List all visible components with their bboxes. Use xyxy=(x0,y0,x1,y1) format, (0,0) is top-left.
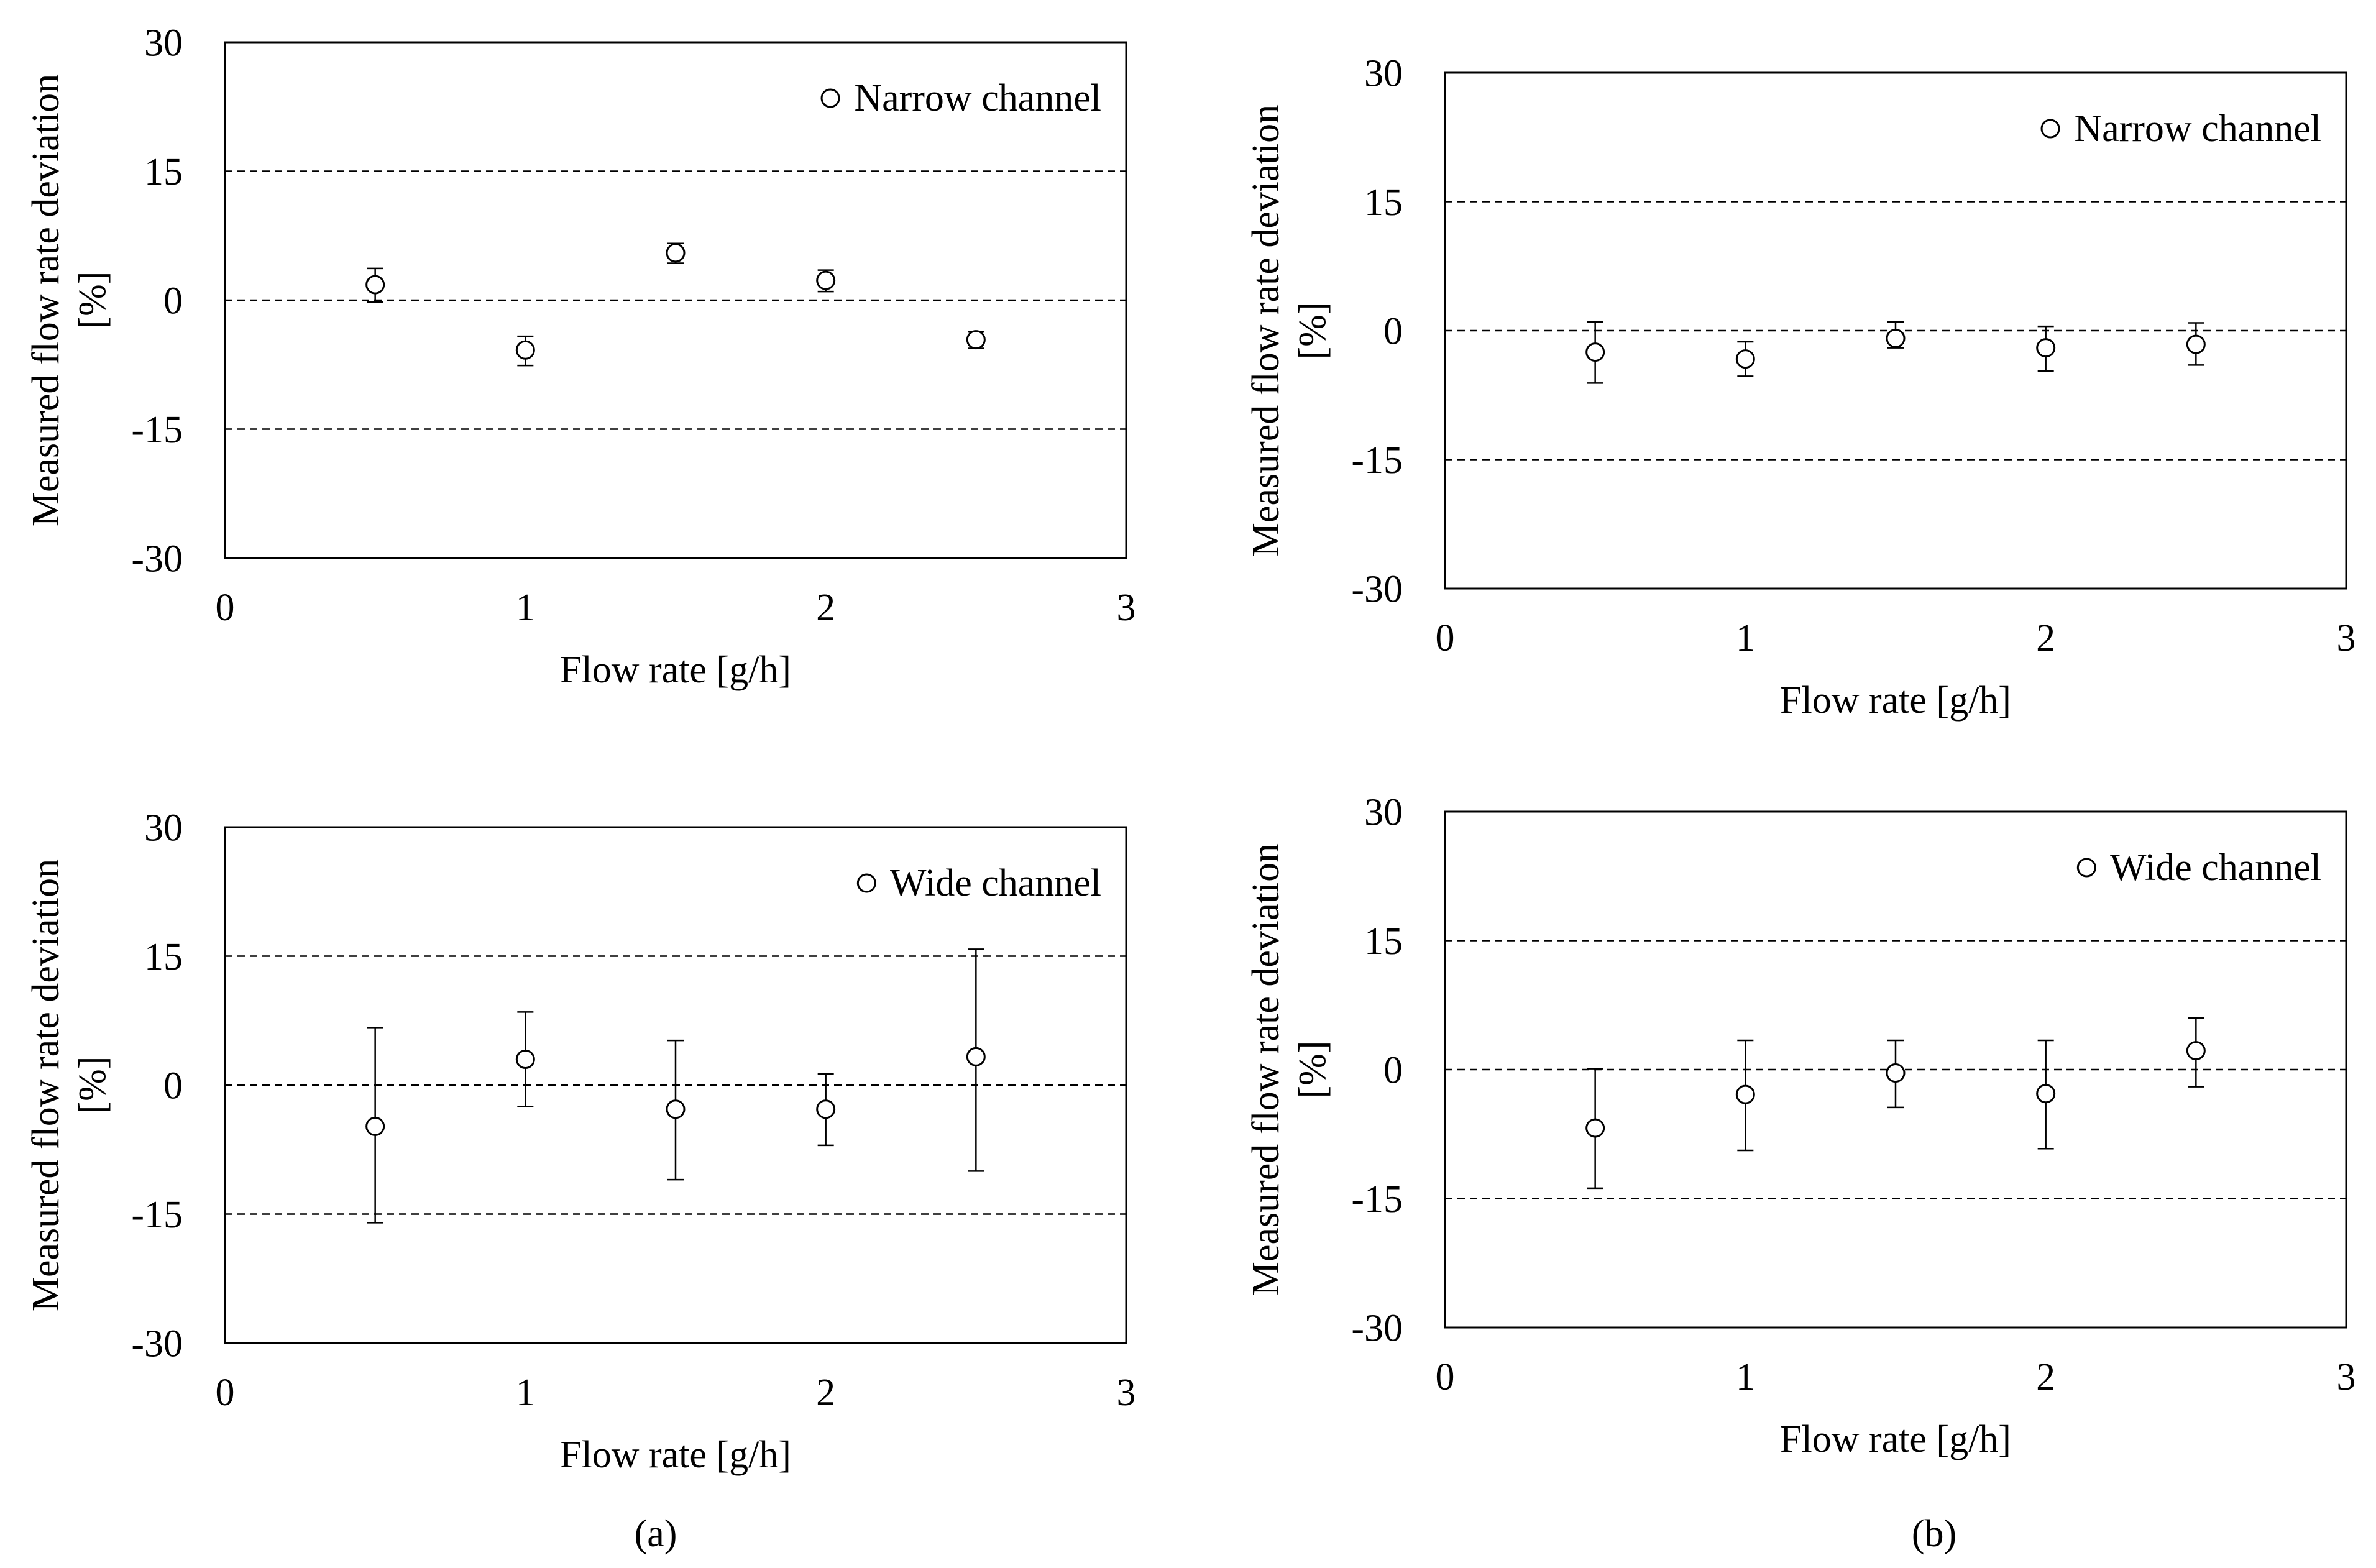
data-point xyxy=(2186,334,2206,354)
x-axis-label: Flow rate [g/h] xyxy=(1780,679,2011,722)
y-tick-label: -15 xyxy=(131,409,183,451)
x-tick-label: 1 xyxy=(1736,1356,1755,1398)
y-tick-label: -30 xyxy=(1351,1308,1403,1350)
data-point xyxy=(1735,1084,1755,1104)
x-tick-label: 2 xyxy=(816,587,835,629)
data-point xyxy=(1585,1118,1605,1138)
y-axis-label-line1: Measured flow rate deviation xyxy=(25,74,67,526)
data-point xyxy=(816,270,836,290)
legend-marker xyxy=(2076,858,2096,878)
x-tick-label: 2 xyxy=(2036,1356,2055,1398)
y-tick-label: 15 xyxy=(144,151,183,193)
legend-marker xyxy=(856,873,876,893)
y-tick-label: 15 xyxy=(1364,181,1403,224)
y-axis-label: Measured flow rate deviation [%] xyxy=(1245,104,1334,557)
y-tick-label: 30 xyxy=(1364,792,1403,834)
x-tick-label: 1 xyxy=(516,1372,535,1414)
y-axis-label-line2: [%] xyxy=(1291,1041,1334,1099)
x-tick-label: 0 xyxy=(216,1372,235,1414)
panel-b-narrow-channel: 30 15 0 -15 -30 0 1 2 3 Flow rate [g/h] Measured f… xyxy=(1245,53,2356,722)
y-tick-label: 0 xyxy=(1383,1050,1403,1092)
y-tick-label: -30 xyxy=(1351,569,1403,611)
y-axis-label: Measured flow rate deviation [%] xyxy=(25,74,114,526)
y-tick-label: 15 xyxy=(1364,920,1403,963)
data-point xyxy=(365,275,385,295)
data-point xyxy=(816,1099,836,1119)
y-axis-label: Measured flow rate deviation [%] xyxy=(25,859,114,1311)
x-tick-label: 3 xyxy=(2337,1356,2356,1398)
data-point xyxy=(365,1116,385,1136)
x-axis-label: Flow rate [g/h] xyxy=(560,649,791,691)
data-point xyxy=(1886,1063,1906,1083)
legend-label: Narrow channel xyxy=(2074,108,2321,150)
legend-marker xyxy=(820,88,840,108)
y-axis-label-line1: Measured flow rate deviation xyxy=(1245,843,1287,1296)
y-axis-label-line2: [%] xyxy=(1291,302,1334,360)
y-tick-label: -15 xyxy=(1351,439,1403,482)
x-tick-label: 1 xyxy=(1736,617,1755,659)
legend-marker xyxy=(2040,119,2060,139)
legend-label: Wide channel xyxy=(2110,846,2321,889)
panel-a-narrow-channel: 30 15 0 -15 -30 0 1 2 3 Flow rate [g/h] Measured f… xyxy=(25,22,1136,691)
y-tick-label: 15 xyxy=(144,936,183,978)
y-axis-label-line2: [%] xyxy=(71,1057,114,1114)
data-point xyxy=(2036,1084,2056,1104)
y-tick-label: 0 xyxy=(163,280,183,323)
y-tick-label: -30 xyxy=(131,1323,183,1365)
legend-label: Wide channel xyxy=(890,862,1101,904)
data-point xyxy=(666,1099,686,1119)
data-point xyxy=(966,330,986,350)
x-tick-label: 3 xyxy=(1117,587,1136,629)
x-axis-label: Flow rate [g/h] xyxy=(560,1434,791,1476)
x-tick-label: 0 xyxy=(216,587,235,629)
panel-b-wide-channel: 30 15 0 -15 -30 0 1 2 3 Flow rate [g/h] Measured f… xyxy=(1245,792,2356,1460)
data-point xyxy=(1585,342,1605,362)
data-point xyxy=(515,1050,535,1069)
data-point xyxy=(1886,328,1906,348)
legend-label: Narrow channel xyxy=(854,77,1101,119)
y-axis-label-line1: Measured flow rate deviation xyxy=(25,859,67,1311)
x-tick-label: 3 xyxy=(1117,1372,1136,1414)
data-point xyxy=(515,340,535,360)
y-tick-label: -15 xyxy=(131,1194,183,1236)
data-point xyxy=(2036,338,2056,358)
caption-b: (b) xyxy=(1912,1513,1956,1555)
y-axis-label: Measured flow rate deviation [%] xyxy=(1245,843,1334,1296)
y-tick-label: 0 xyxy=(163,1065,183,1107)
x-tick-label: 0 xyxy=(1436,1356,1455,1398)
x-tick-label: 2 xyxy=(816,1372,835,1414)
y-tick-label: 30 xyxy=(144,22,183,65)
x-tick-label: 0 xyxy=(1436,617,1455,659)
y-axis-label-line1: Measured flow rate deviation xyxy=(1245,104,1287,557)
data-point xyxy=(1735,349,1755,369)
caption-a: (a) xyxy=(635,1513,677,1555)
x-tick-label: 2 xyxy=(2036,617,2055,659)
x-tick-label: 1 xyxy=(516,587,535,629)
data-point xyxy=(966,1047,986,1066)
y-tick-label: -15 xyxy=(1351,1178,1403,1221)
y-tick-label: -30 xyxy=(131,538,183,580)
x-tick-label: 3 xyxy=(2337,617,2356,659)
y-tick-label: 0 xyxy=(1383,311,1403,353)
data-point xyxy=(666,243,686,263)
y-axis-label-line2: [%] xyxy=(71,272,114,329)
panel-a-wide-channel: 30 15 0 -15 -30 0 1 2 3 Flow rate [g/h] Measured f… xyxy=(25,807,1136,1476)
x-axis-label: Flow rate [g/h] xyxy=(1780,1418,2011,1460)
data-point xyxy=(2186,1041,2206,1061)
y-tick-label: 30 xyxy=(144,807,183,850)
y-tick-label: 30 xyxy=(1364,53,1403,95)
